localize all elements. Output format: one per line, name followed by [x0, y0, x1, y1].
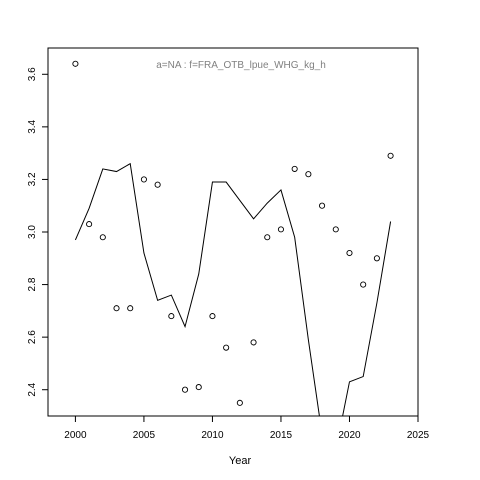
observed-point [113, 305, 120, 312]
observed-point [99, 234, 106, 241]
observed-point [195, 384, 202, 391]
observed-point [332, 226, 339, 233]
observed-point [277, 226, 285, 233]
x-axis: 2000 2005 2010 2015 2020 2025 [64, 415, 430, 441]
x-tick-label: 2020 [338, 430, 361, 441]
y-tick-label: 3.0 [27, 225, 38, 239]
observed-point [154, 181, 161, 188]
observed-point [264, 234, 271, 241]
observed-point [223, 344, 230, 351]
observed-point [127, 305, 134, 312]
y-tick-label: 2.8 [27, 277, 38, 291]
plot-frame [47, 47, 419, 417]
observed-point [305, 171, 312, 178]
series-layer [74, 162, 392, 416]
y-axis: 2.4 2.6 2.8 3.0 3.2 3.4 3.6 [27, 67, 49, 397]
observed-point [291, 165, 298, 172]
x-tick-label: 2000 [64, 430, 87, 441]
x-tick-label: 2005 [133, 430, 156, 441]
observed-point [373, 255, 380, 262]
observed-point [72, 60, 79, 67]
y-tick-label: 3.2 [27, 172, 38, 186]
x-tick-label: 2010 [201, 430, 224, 441]
y-tick-label: 2.6 [27, 330, 38, 344]
observed-point [86, 221, 93, 228]
chart-subtitle: a=NA : f=FRA_OTB_lpue_WHG_kg_h [156, 60, 326, 71]
observed-point [387, 152, 394, 159]
observed-point [250, 339, 257, 346]
observed-point [346, 249, 353, 257]
points-layer [72, 60, 394, 406]
y-tick-label: 3.6 [27, 67, 38, 81]
observed-point [181, 386, 189, 393]
x-tick-label: 2015 [270, 430, 293, 441]
observed-point [209, 313, 216, 320]
y-tick-label: 3.4 [27, 119, 38, 133]
x-tick-label: 2025 [407, 430, 430, 441]
observed-point [360, 281, 367, 288]
observed-point [168, 313, 175, 320]
x-axis-title: Year [229, 455, 252, 467]
observed-point [236, 399, 243, 406]
observed-point [319, 202, 326, 209]
observed-point [140, 176, 147, 183]
y-tick-label: 2.4 [27, 382, 38, 396]
model-fit-line [74, 162, 392, 416]
